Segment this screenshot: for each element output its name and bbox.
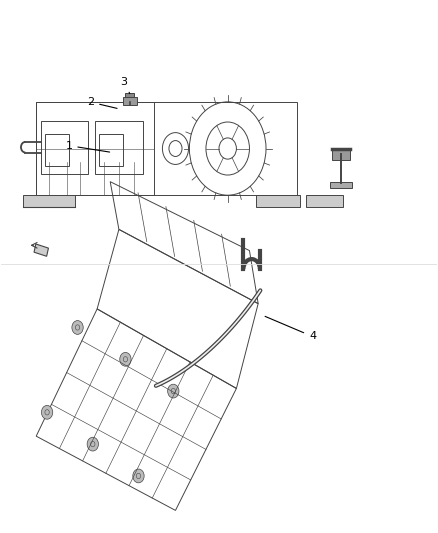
Circle shape [168,384,179,398]
Text: 4: 4 [265,317,316,342]
Bar [123,98,137,105]
Circle shape [133,469,144,483]
Bar [306,195,343,207]
Bar [95,120,143,174]
Bar [125,93,134,98]
Bar [41,120,88,174]
Circle shape [72,320,83,334]
Bar [99,134,123,166]
Bar [36,102,297,195]
Bar [330,182,352,188]
Text: 2: 2 [87,97,117,108]
Circle shape [120,352,131,366]
Bar [256,195,300,207]
Circle shape [87,437,99,451]
Text: 1: 1 [65,141,110,152]
Bar [332,149,350,160]
Text: 3: 3 [120,77,130,94]
Bar [34,244,49,256]
Bar [36,102,154,195]
Circle shape [42,406,53,419]
Bar [45,134,69,166]
Bar [23,195,75,207]
